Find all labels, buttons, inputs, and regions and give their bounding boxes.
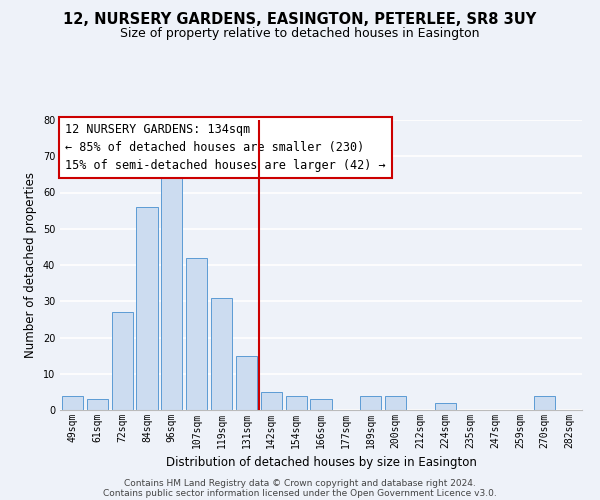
Bar bbox=[286, 396, 307, 410]
Bar bbox=[186, 258, 207, 410]
Bar bbox=[261, 392, 282, 410]
Bar bbox=[87, 399, 108, 410]
Y-axis label: Number of detached properties: Number of detached properties bbox=[24, 172, 37, 358]
Bar bbox=[534, 396, 555, 410]
X-axis label: Distribution of detached houses by size in Easington: Distribution of detached houses by size … bbox=[166, 456, 476, 469]
Bar bbox=[136, 207, 158, 410]
Bar bbox=[211, 298, 232, 410]
Bar bbox=[310, 399, 332, 410]
Bar bbox=[161, 178, 182, 410]
Text: Contains public sector information licensed under the Open Government Licence v3: Contains public sector information licen… bbox=[103, 488, 497, 498]
Text: 12 NURSERY GARDENS: 134sqm
← 85% of detached houses are smaller (230)
15% of sem: 12 NURSERY GARDENS: 134sqm ← 85% of deta… bbox=[65, 123, 386, 172]
Bar bbox=[360, 396, 381, 410]
Bar bbox=[112, 312, 133, 410]
Bar bbox=[435, 403, 456, 410]
Bar bbox=[236, 356, 257, 410]
Bar bbox=[385, 396, 406, 410]
Text: Size of property relative to detached houses in Easington: Size of property relative to detached ho… bbox=[120, 28, 480, 40]
Text: 12, NURSERY GARDENS, EASINGTON, PETERLEE, SR8 3UY: 12, NURSERY GARDENS, EASINGTON, PETERLEE… bbox=[64, 12, 536, 28]
Bar bbox=[62, 396, 83, 410]
Text: Contains HM Land Registry data © Crown copyright and database right 2024.: Contains HM Land Registry data © Crown c… bbox=[124, 478, 476, 488]
